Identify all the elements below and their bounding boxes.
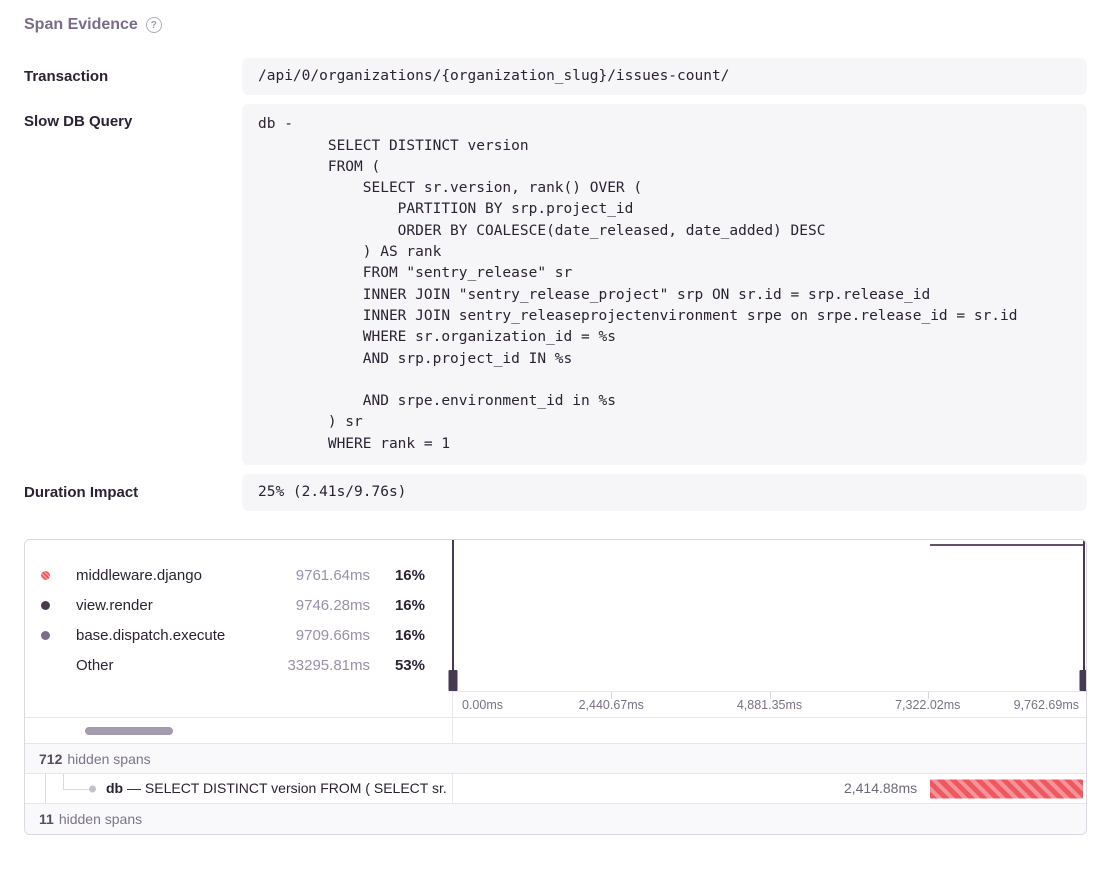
- legend-item-middleware-django: middleware.django 9761.64ms 16%: [25, 560, 452, 590]
- axis-label: 7,322.02ms: [895, 698, 961, 713]
- duration-impact-row: Duration Impact 25% (2.41s/9.76s): [24, 474, 1087, 512]
- hidden-spans-count: 11: [39, 811, 54, 828]
- axis-label: 0.00ms: [462, 698, 503, 713]
- legend-percent: 16%: [394, 566, 425, 584]
- minimap-left-handle[interactable]: [448, 540, 458, 692]
- tree-connector-line: [63, 788, 91, 790]
- axis-label: 4,881.35ms: [736, 698, 803, 713]
- trace-minimap: 0.00ms 2,440.67ms 4,881.35ms 7,322.02ms …: [448, 540, 1086, 717]
- legend-dot-icon: [41, 600, 50, 610]
- help-icon[interactable]: ?: [145, 17, 162, 33]
- legend-duration: 33295.81ms: [287, 656, 370, 674]
- minimap-right-handle[interactable]: [1079, 540, 1086, 692]
- transaction-value: /api/0/organizations/{organization_slug}…: [242, 58, 1087, 96]
- sql-code: db - SELECT DISTINCT version FROM ( SELE…: [258, 116, 1018, 452]
- legend-dot-icon: [41, 630, 50, 640]
- span-dash: —: [127, 780, 141, 797]
- legend-item-base-dispatch-execute: base.dispatch.execute 9709.66ms 16%: [25, 620, 452, 650]
- hidden-spans-count: 712: [39, 750, 63, 767]
- slow-db-query-label: Slow DB Query: [24, 113, 133, 131]
- span-title: db — SELECT DISTINCT version FROM ( SELE…: [106, 774, 447, 803]
- axis-tick: [769, 692, 771, 700]
- span-row-description[interactable]: db — SELECT DISTINCT version FROM ( SELE…: [25, 773, 453, 804]
- span-tree-hscroll[interactable]: [25, 717, 453, 744]
- tree-node-dot-icon: [89, 785, 96, 793]
- duration-impact-value: 25% (2.41s/9.76s): [242, 474, 1087, 512]
- legend-item-view-render: view.render 9746.28ms 16%: [25, 590, 452, 620]
- hidden-spans-row-bottom[interactable]: 11 hidden spans: [25, 803, 1086, 835]
- span-duration: 2,414.88ms: [843, 780, 918, 797]
- transaction-row: Transaction /api/0/organizations/{organi…: [24, 58, 1087, 96]
- slow-db-query-value: db - SELECT DISTINCT version FROM ( SELE…: [242, 104, 1087, 466]
- minimap-right-grip-icon[interactable]: [1079, 670, 1086, 692]
- legend-name: Other: [76, 656, 114, 674]
- transaction-label: Transaction: [24, 68, 109, 86]
- axis-label: 2,440.67ms: [578, 698, 644, 713]
- span-description: SELECT DISTINCT version FROM ( SELECT sr…: [144, 780, 447, 797]
- duration-impact-label: Duration Impact: [24, 484, 139, 502]
- minimap-left-grip-icon[interactable]: [448, 670, 458, 692]
- legend-dot-icon: [41, 570, 50, 580]
- legend-percent: 53%: [394, 656, 425, 674]
- legend-percent: 16%: [394, 596, 425, 614]
- minimap-span-marker: [929, 544, 1083, 547]
- section-header: Span Evidence ?: [24, 0, 1087, 34]
- span-op: db: [106, 780, 124, 797]
- span-legend: middleware.django 9761.64ms 16% view.ren…: [25, 540, 453, 718]
- hscroll-thumb[interactable]: [85, 726, 173, 735]
- legend-duration: 9746.28ms: [295, 596, 370, 614]
- minimap-canvas[interactable]: [448, 540, 1086, 692]
- legend-duration: 9761.64ms: [295, 566, 370, 584]
- legend-duration: 9709.66ms: [295, 626, 370, 644]
- axis-label: 9,762.69ms: [1013, 698, 1079, 713]
- legend-name: view.render: [76, 596, 153, 614]
- legend-dot-icon: [41, 661, 50, 670]
- hidden-spans-row-top[interactable]: 712 hidden spans: [25, 743, 1086, 774]
- span-row-bar-cell[interactable]: 2,414.88ms: [453, 773, 1086, 803]
- legend-percent: 16%: [394, 626, 425, 644]
- slow-span-bar: [930, 779, 1084, 799]
- hidden-spans-label: hidden spans: [67, 750, 151, 767]
- legend-name: middleware.django: [76, 566, 202, 584]
- legend-name: base.dispatch.execute: [76, 626, 226, 644]
- legend-item-other: Other 33295.81ms 53%: [25, 650, 452, 680]
- tree-guide-line: [45, 774, 46, 804]
- hidden-spans-label: hidden spans: [58, 811, 143, 828]
- tree-guide-line: [63, 774, 64, 789]
- page-title: Span Evidence: [24, 16, 138, 33]
- span-tree-panel: middleware.django 9761.64ms 16% view.ren…: [24, 539, 1087, 836]
- axis-tick: [927, 692, 929, 700]
- time-axis: 0.00ms 2,440.67ms 4,881.35ms 7,322.02ms …: [453, 691, 1086, 717]
- hscroll-track-right: [453, 717, 1086, 743]
- slow-db-query-row: Slow DB Query db - SELECT DISTINCT versi…: [24, 104, 1087, 466]
- axis-tick: [611, 692, 613, 700]
